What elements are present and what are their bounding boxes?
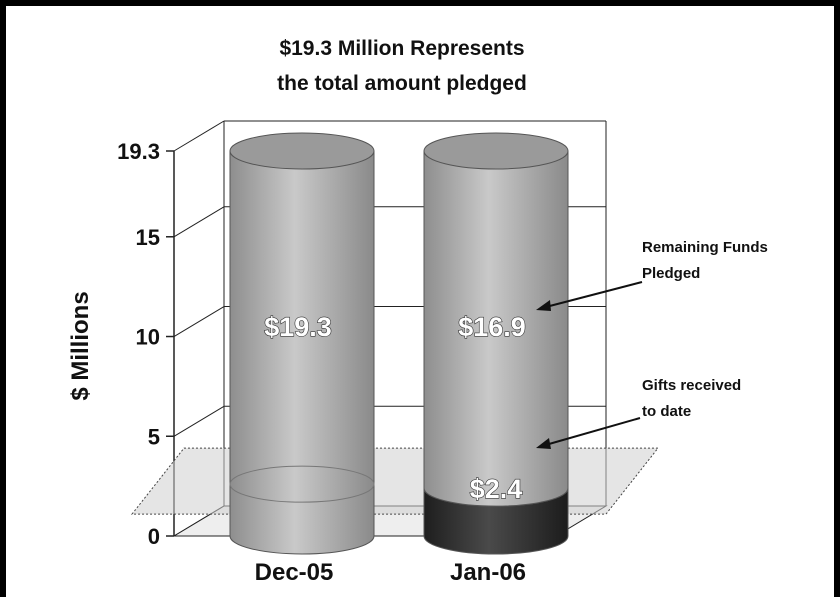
y-axis-label: $ Millions [67, 291, 94, 400]
x-tick-label: Dec-05 [255, 559, 334, 586]
annotation-remaining: Remaining Funds Pledged [536, 239, 768, 311]
y-tick-label: 0 [148, 524, 160, 549]
data-labels: $19.3 $16.9 $2.4 [264, 311, 527, 504]
bar-Dec-05-1-top [229, 132, 375, 170]
grid-diagonal [173, 405, 225, 437]
bar-Jan-06-1-top [423, 132, 569, 170]
bar-ring [229, 465, 375, 503]
annotation-gifts-line1: Gifts received [642, 377, 741, 394]
y-tick-labels: 0 5 10 15 19.3 [117, 139, 160, 549]
annotation-gifts-arrowhead [536, 438, 551, 449]
annotation-gifts-arrow [541, 417, 641, 447]
bar-Jan-06-1-body [423, 150, 569, 507]
chart-title: $19.3 Million Represents [279, 37, 524, 60]
annotation-remaining-arrowhead [536, 300, 551, 311]
annotation-gifts: Gifts received to date [536, 377, 741, 449]
bars [229, 132, 569, 555]
bar-Dec-05-1 [229, 132, 375, 555]
y-tick-label: 19.3 [117, 139, 160, 164]
annotation-remaining-line1: Remaining Funds [642, 239, 768, 256]
chart-canvas: $19.3 Million Represents the total amoun… [67, 37, 768, 586]
x-tick-labels: Dec-05 Jan-06 [255, 559, 526, 586]
grid-diagonal [173, 206, 225, 238]
chart-frame: $19.3 Million Represents the total amoun… [6, 6, 834, 597]
bar-Jan-06-1 [423, 132, 569, 507]
grid-diagonal [173, 306, 225, 337]
reference-plane [130, 447, 660, 515]
reference-band [130, 447, 660, 515]
annotation-gifts-line2: to date [642, 403, 691, 420]
x-tick-label: Jan-06 [450, 559, 526, 586]
y-tick-label: 10 [136, 325, 160, 350]
bar-Dec-05-1-body [229, 150, 375, 555]
grid-diagonal [173, 120, 225, 152]
y-tick-label: 15 [136, 225, 160, 250]
y-tick-label: 5 [148, 424, 160, 449]
data-label: $16.9 [458, 312, 526, 342]
data-label: $2.4 [470, 474, 523, 504]
bar-Jan-06-0-body [423, 487, 569, 555]
annotation-remaining-line2: Pledged [642, 265, 700, 282]
data-label: $19.3 [264, 312, 332, 342]
chart-subtitle: the total amount pledged [277, 72, 527, 95]
annotation-remaining-arrow [541, 281, 643, 309]
